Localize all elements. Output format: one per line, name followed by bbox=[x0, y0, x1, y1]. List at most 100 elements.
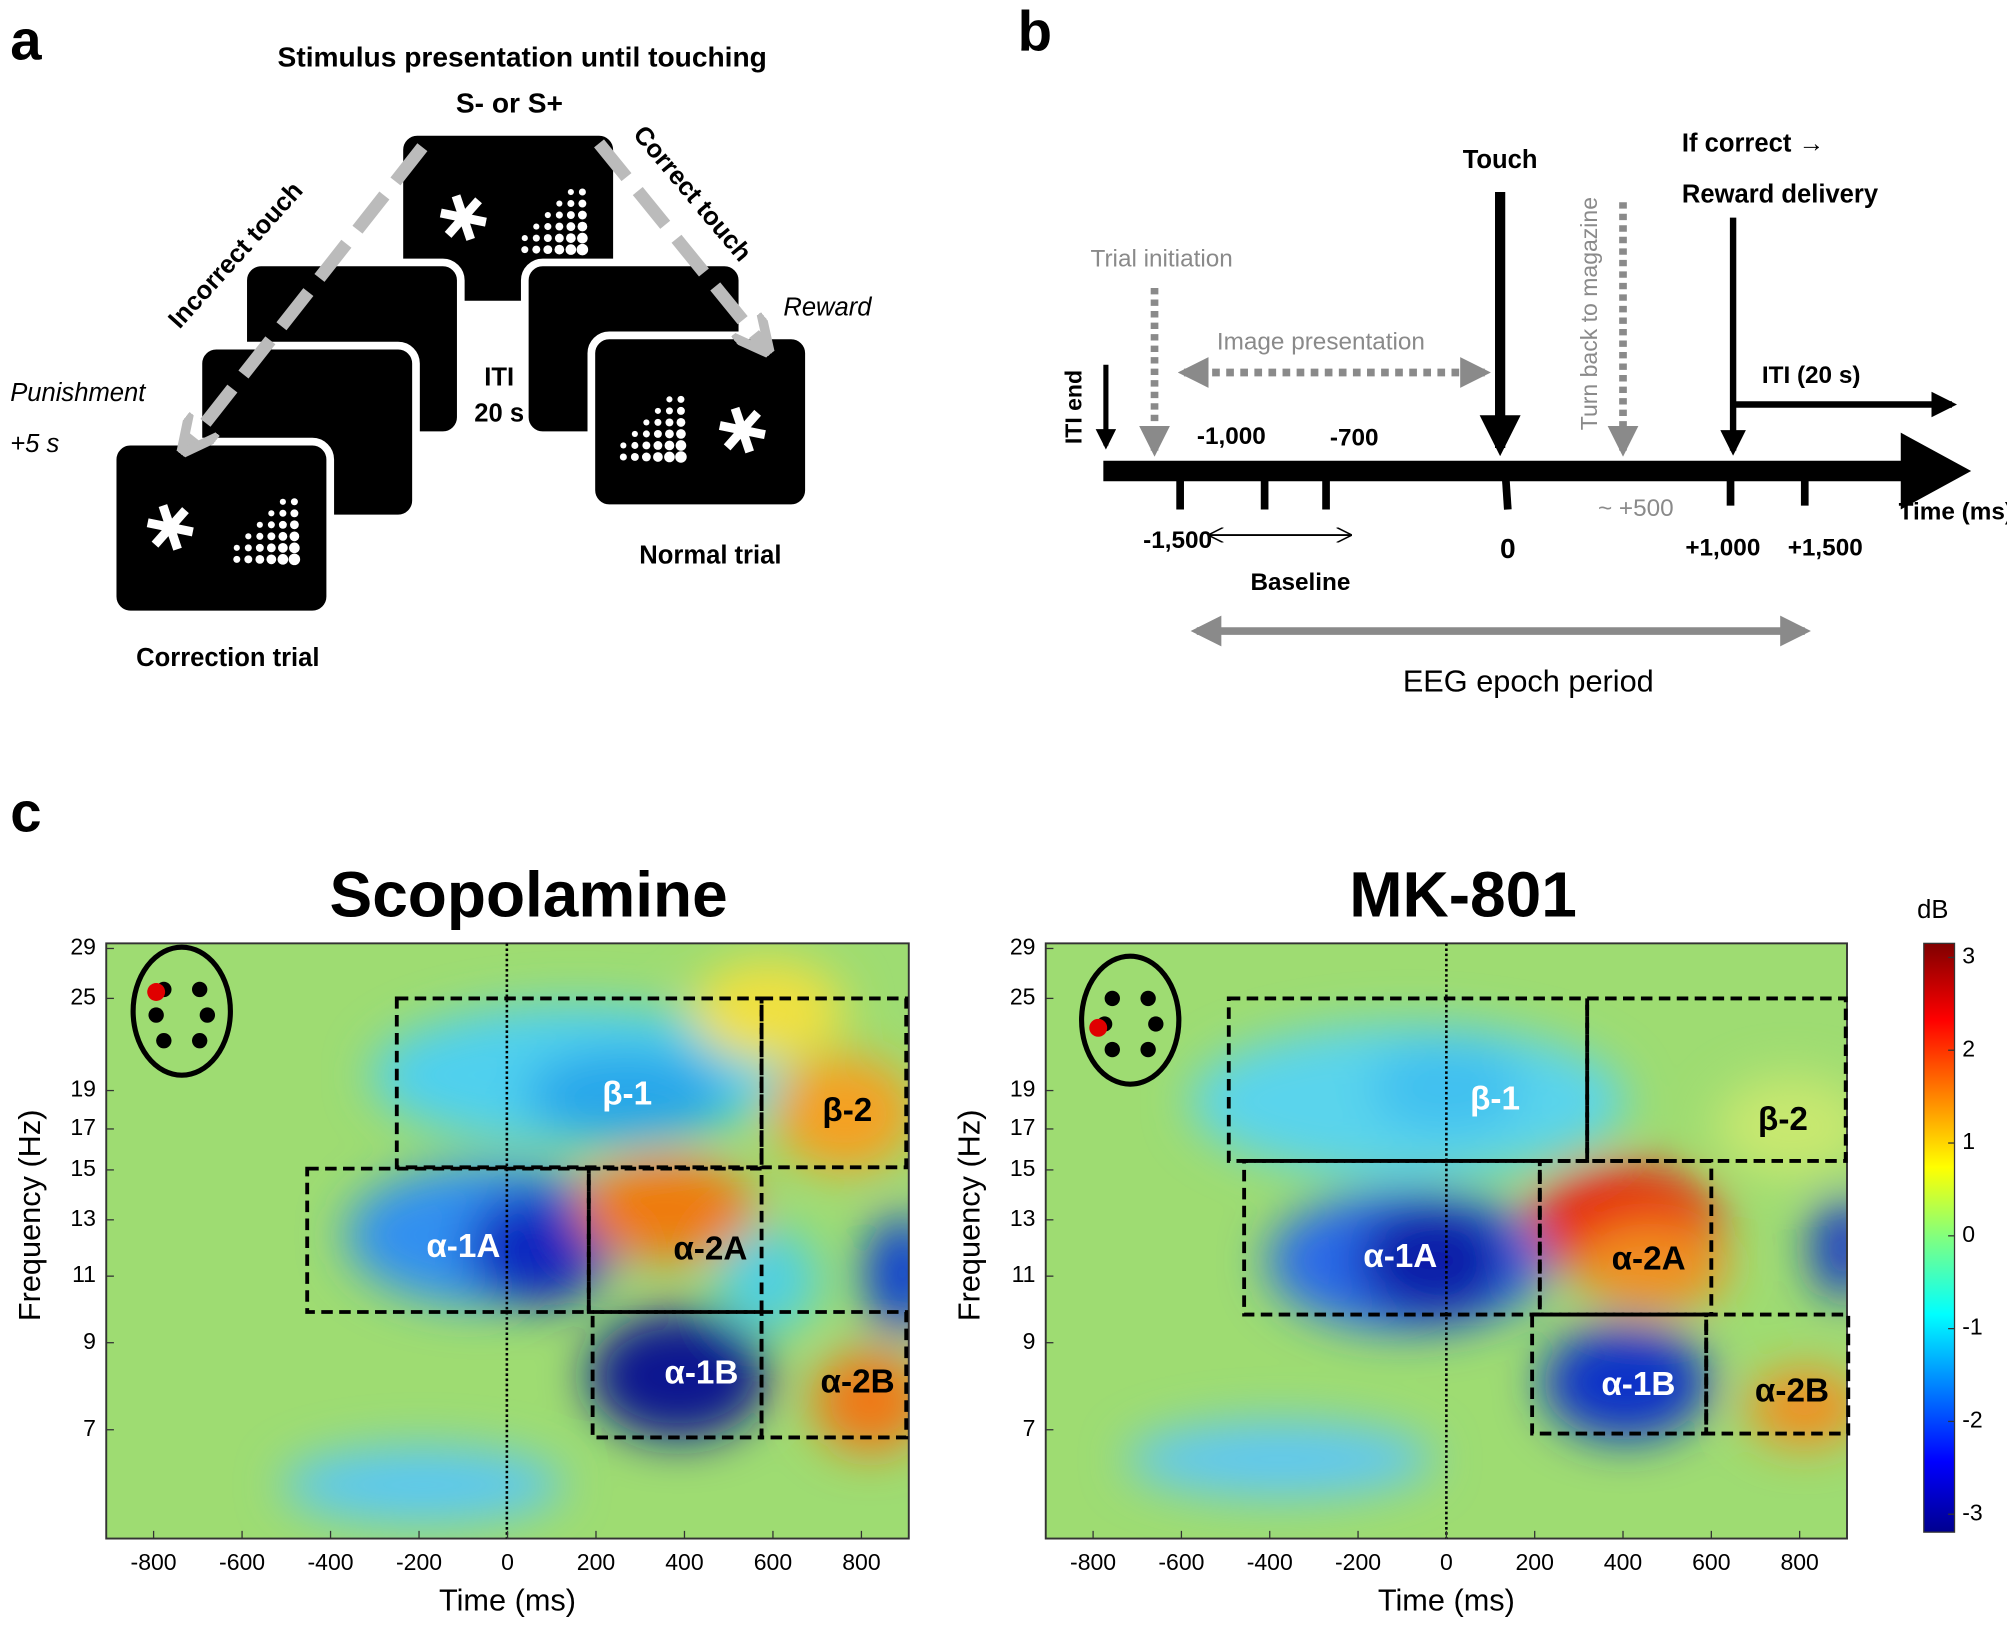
dot bbox=[631, 430, 638, 437]
dot bbox=[665, 418, 674, 427]
tick-label: +1,500 bbox=[1788, 535, 1863, 562]
tick-label: -1,500 bbox=[1143, 527, 1212, 554]
iti-duration: 20 s bbox=[474, 399, 524, 427]
y-tick-label: 19 bbox=[70, 1076, 96, 1102]
dot bbox=[255, 543, 264, 552]
dot bbox=[544, 211, 551, 219]
region-label: α-2A bbox=[1612, 1241, 1686, 1278]
epoch: EEG epoch period bbox=[1403, 664, 1654, 699]
dot bbox=[521, 235, 528, 242]
dot bbox=[676, 429, 686, 439]
dot bbox=[641, 452, 651, 462]
region-box bbox=[1530, 1312, 1709, 1436]
dot bbox=[578, 188, 586, 196]
dot bbox=[543, 245, 553, 255]
dot bbox=[577, 210, 587, 220]
reward-delivery: Reward delivery bbox=[1682, 181, 1879, 209]
dot bbox=[532, 234, 540, 242]
tick-label: +1,000 bbox=[1685, 535, 1760, 562]
colorbar-tick-label: -2 bbox=[1962, 1407, 1982, 1433]
y-tick-label: 11 bbox=[72, 1261, 96, 1287]
y-tick-label: 7 bbox=[83, 1415, 96, 1441]
arrow bbox=[186, 143, 428, 448]
dot bbox=[267, 532, 276, 541]
panel-label: b bbox=[1018, 0, 1052, 63]
region-box bbox=[1537, 1159, 1714, 1317]
region-label: β-2 bbox=[822, 1092, 872, 1129]
dot bbox=[543, 234, 552, 243]
blob bbox=[467, 1190, 608, 1306]
heatmap-blobs bbox=[1126, 1023, 1848, 1498]
dot bbox=[279, 498, 286, 505]
x-tick-label: -400 bbox=[308, 1549, 354, 1575]
dot bbox=[643, 419, 650, 426]
dot bbox=[277, 554, 289, 565]
baseline: Baseline bbox=[1250, 569, 1350, 596]
blob bbox=[1747, 1369, 1848, 1447]
ticks bbox=[1176, 470, 1809, 510]
dot bbox=[532, 245, 541, 254]
dot bbox=[677, 395, 685, 403]
dot bbox=[577, 221, 588, 232]
electrode bbox=[1140, 1041, 1156, 1058]
iti-duration: ITI (20 s) bbox=[1762, 362, 1861, 389]
region-box bbox=[1704, 1312, 1851, 1436]
dot bbox=[676, 406, 685, 415]
plot-title: Scopolamine bbox=[330, 859, 728, 931]
y-tick-label: 25 bbox=[1010, 983, 1036, 1009]
dot bbox=[256, 532, 264, 540]
x-tick-label: 800 bbox=[1780, 1549, 1818, 1575]
blob bbox=[1542, 1324, 1709, 1440]
region-box bbox=[759, 996, 909, 1170]
dot bbox=[288, 553, 301, 566]
electrode bbox=[191, 1032, 208, 1049]
dot bbox=[554, 233, 564, 243]
blob bbox=[863, 1216, 909, 1332]
y-tick-label: 7 bbox=[1023, 1415, 1036, 1441]
y-tick-label: 19 bbox=[1010, 1076, 1036, 1102]
region-label: α-2B bbox=[1755, 1372, 1829, 1409]
time-label: Time (ms) bbox=[1899, 499, 2007, 526]
x-tick-label: -200 bbox=[396, 1549, 442, 1575]
region-box bbox=[305, 1166, 591, 1314]
y-tick-label: 9 bbox=[1023, 1328, 1036, 1354]
dot bbox=[290, 509, 299, 518]
star bbox=[723, 409, 761, 451]
x-tick-label: -200 bbox=[1335, 1549, 1381, 1575]
dot bbox=[266, 554, 277, 565]
blob bbox=[1126, 1420, 1434, 1498]
normal-trial: Normal trial bbox=[639, 542, 781, 570]
turn-back: Turn back to magazine bbox=[1576, 197, 1602, 430]
x-tick-label: 400 bbox=[665, 1549, 703, 1575]
x-tick-label: 400 bbox=[1604, 1549, 1642, 1575]
dot bbox=[565, 244, 577, 255]
image-presentation: Image presentation bbox=[1217, 328, 1425, 355]
trial-initiation: Trial initiation bbox=[1091, 245, 1233, 272]
dot bbox=[567, 200, 575, 208]
dot bbox=[244, 555, 253, 564]
dot bbox=[653, 452, 663, 462]
y-tick-label: 17 bbox=[70, 1114, 96, 1140]
star bbox=[151, 507, 189, 548]
region-label: α-1A bbox=[426, 1228, 500, 1265]
colorbar-tick-label: -3 bbox=[1962, 1499, 1982, 1525]
colorbar-tick-label: 3 bbox=[1962, 943, 1975, 969]
dot bbox=[289, 542, 300, 554]
blob bbox=[716, 1228, 820, 1332]
blob bbox=[1356, 1203, 1511, 1319]
dot bbox=[654, 407, 661, 414]
dot bbox=[576, 243, 589, 256]
blob bbox=[1574, 1222, 1728, 1312]
y-axis-label: Frequency (Hz) bbox=[12, 1110, 47, 1322]
x-tick-label: -600 bbox=[219, 1549, 265, 1575]
electrode bbox=[1148, 1016, 1164, 1032]
x-axis-label: Time (ms) bbox=[439, 1583, 576, 1618]
iti: ITI bbox=[484, 364, 514, 392]
dot bbox=[533, 223, 540, 230]
region-label: α-1B bbox=[1601, 1366, 1675, 1403]
colorbar bbox=[1923, 942, 1956, 1533]
region-label: β-1 bbox=[602, 1075, 652, 1112]
y-tick-label: 13 bbox=[70, 1205, 96, 1231]
y-tick-label: 17 bbox=[1010, 1114, 1036, 1140]
